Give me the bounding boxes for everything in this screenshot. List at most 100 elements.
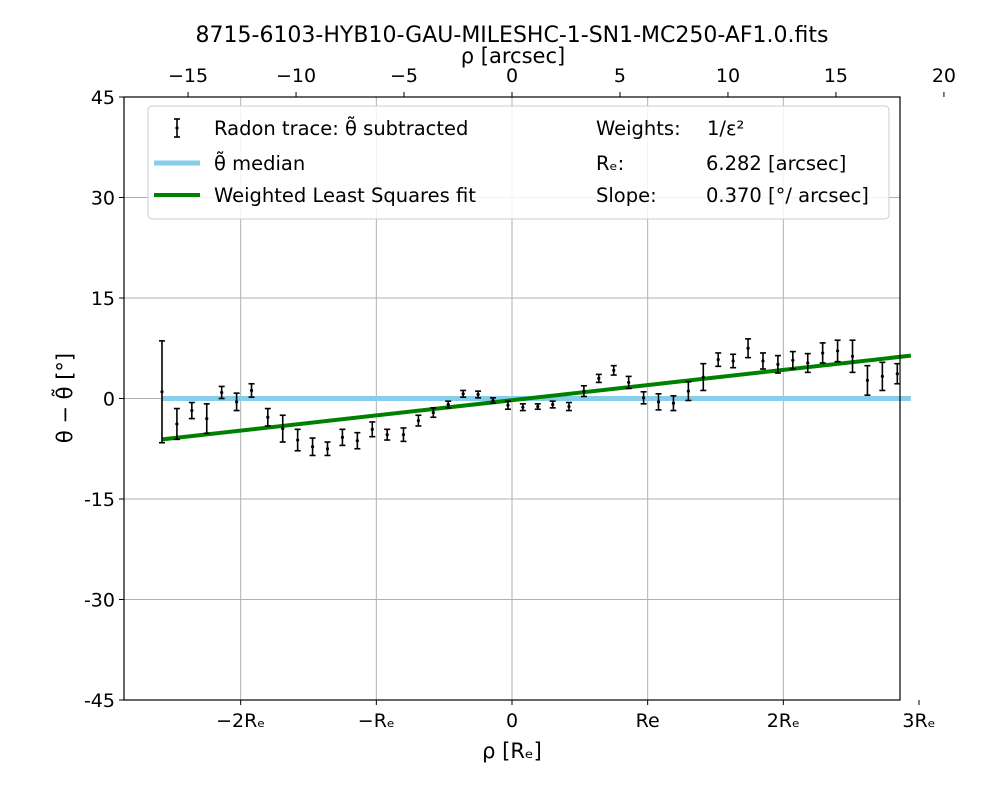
errorbar-point: [158, 340, 165, 444]
top-x-axis-label: ρ [arcsec]: [461, 44, 565, 68]
data-point: [880, 374, 884, 378]
data-point: [296, 438, 300, 442]
info-value: 0.370 [°/ arcsec]: [706, 184, 869, 207]
top-x-tick-label: 10: [716, 65, 740, 87]
errorbar-point: [490, 397, 497, 404]
plot-frame: [123, 96, 901, 701]
errorbar-point: [789, 350, 796, 370]
data-point: [791, 358, 795, 362]
data-point: [656, 400, 661, 404]
axis-ticks: −2Rₑ −Rₑ 0 Re 2Rₑ 3Rₑ 45 30 15 0 -15 -30 -45 −15 −10 −5…: [84, 65, 956, 732]
data-point: [205, 417, 209, 421]
info-label: Rₑ:: [596, 152, 624, 175]
data-point: [355, 439, 359, 443]
y-tick-label: 45: [91, 87, 115, 109]
errorbar-point: [849, 339, 856, 374]
data-point: [340, 435, 345, 439]
legend-box: [147, 105, 890, 220]
errorbar-point: [504, 400, 511, 411]
errorbar-point: [475, 390, 482, 399]
y-axis-label: θ − θ̃ [°]: [50, 353, 77, 443]
data-point: [776, 362, 780, 366]
data-point: [895, 372, 899, 376]
data-point: [850, 354, 855, 358]
errorbar-point: [774, 354, 781, 374]
errorbar-point: [188, 401, 195, 420]
data-point: [446, 402, 450, 407]
data-point: [551, 402, 555, 407]
errorbar-point: [460, 389, 467, 398]
legend-label: θ̃ median: [214, 151, 305, 175]
chart-title: 8715-6103-HYB10-GAU-MILESHC-1-SN1-MC250-…: [196, 23, 829, 48]
x-axis-label: ρ [Rₑ]: [482, 739, 542, 763]
data-point: [567, 404, 571, 409]
data-point: [716, 358, 720, 362]
errorbar-point: [445, 400, 452, 409]
errorbar-point: [759, 352, 766, 370]
data-point: [249, 388, 254, 393]
y-tick-label: -30: [84, 590, 115, 612]
errorbar-point: [580, 384, 587, 398]
series-line-fit: [161, 353, 912, 442]
errorbar-point: [309, 437, 316, 457]
data-point: [835, 349, 840, 353]
data-point: [521, 405, 525, 409]
data-point: [701, 375, 705, 379]
errorbar-point: [610, 364, 617, 376]
data-point: [536, 404, 540, 409]
errorbar-point: [804, 352, 811, 374]
errorbar-point: [730, 353, 737, 369]
x-tick-label: −2Rₑ: [216, 710, 265, 732]
y-tick-label: 0: [103, 389, 115, 411]
data-point: [325, 447, 330, 451]
data-point: [175, 422, 179, 426]
errorbar-point: [894, 362, 901, 385]
errorbar-point: [595, 373, 602, 384]
errorbar-point: [819, 342, 826, 364]
top-x-tick-label: −15: [168, 65, 208, 87]
data-point: [281, 427, 285, 431]
x-tick-label: Re: [636, 710, 660, 732]
data-point: [310, 445, 315, 449]
errorbar-point: [565, 401, 572, 412]
legend-label: Weighted Least Squares fit: [214, 184, 476, 207]
data-point: [385, 433, 389, 437]
data-point: [731, 359, 735, 363]
x-tick-label: 3Rₑ: [902, 710, 935, 732]
data-point: [671, 401, 676, 405]
legend-info: Weights: 1/ε² Rₑ: 6.282 [arcsec] Slope: 0.370…: [596, 117, 869, 207]
errorbar-point: [549, 400, 556, 409]
data-point: [431, 410, 435, 415]
y-tick-label: -15: [84, 489, 115, 511]
errorbar-point: [294, 428, 301, 452]
data-point: [266, 415, 270, 419]
data-point: [491, 398, 495, 403]
data-point: [582, 389, 586, 393]
errorbar-point: [534, 403, 541, 411]
x-tick-label: 2Rₑ: [767, 710, 800, 732]
data-point: [641, 396, 646, 400]
data-point: [416, 419, 420, 423]
data-point: [627, 380, 631, 385]
data-point: [686, 389, 690, 393]
errorbar-point: [745, 338, 752, 359]
data-point: [476, 392, 480, 397]
data-point: [220, 390, 224, 395]
errorbar-point: [264, 407, 271, 427]
plot-area: [158, 338, 912, 457]
top-x-tick-label: −10: [276, 65, 316, 87]
errorbar-point: [879, 361, 886, 392]
legend-label: Radon trace: θ̃ subtracted: [214, 116, 468, 140]
legend: Radon trace: θ̃ subtracted θ̃ median Weigh…: [147, 105, 890, 220]
errorbar-point: [369, 421, 376, 438]
errorbar-point: [233, 392, 240, 412]
errorbar-point: [354, 431, 361, 450]
errorbar-point: [324, 441, 331, 457]
errorbar-point: [339, 428, 346, 447]
legend-point: [175, 126, 179, 130]
x-tick-label: −Rₑ: [358, 710, 395, 732]
data-point: [612, 368, 616, 372]
top-x-tick-label: 5: [614, 65, 626, 87]
errorbar-point: [279, 414, 286, 443]
legend-marker-errorbar: [174, 118, 180, 138]
